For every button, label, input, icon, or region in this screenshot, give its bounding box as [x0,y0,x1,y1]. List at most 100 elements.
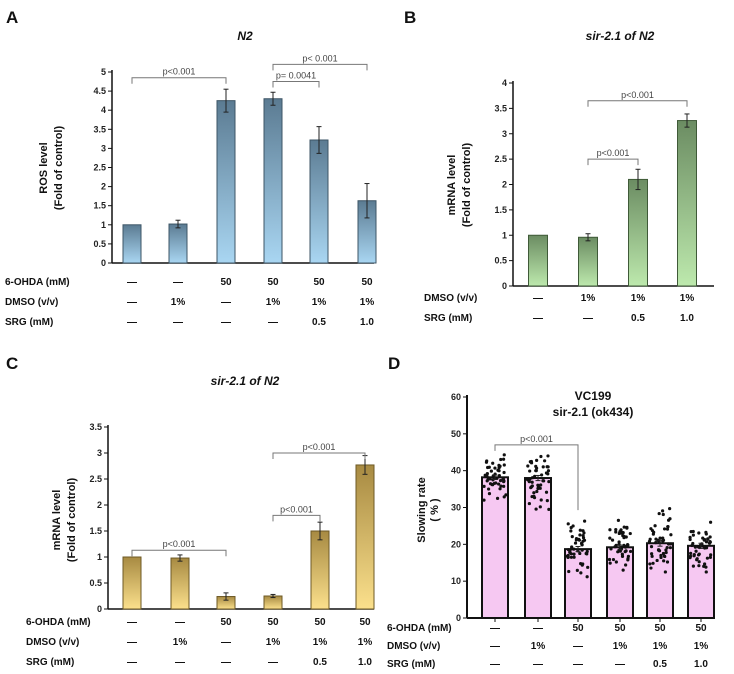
data-point [529,486,533,490]
data-point [566,548,571,552]
data-point [610,538,615,542]
p-value-label: p<0.001 [597,148,630,158]
p-value-label: p= 0.0041 [276,71,316,81]
data-point [657,511,661,516]
error-bar [575,546,581,553]
data-point [573,541,578,545]
data-point [663,570,667,574]
error-bar [535,474,541,482]
data-point [616,550,620,554]
data-point [546,465,550,469]
treatment-label: 6-OHDA (mM) [5,277,70,288]
y-tick-label: 2.5 [494,154,507,164]
treatment-label: DMSO (v/v) [5,297,58,308]
data-point [691,529,695,534]
treatment-value: — [573,641,583,652]
treatment-value: 1% [653,641,668,652]
p-value-label: p< 0.001 [302,53,337,63]
bar [564,548,592,619]
y-tick-label: 10 [451,576,461,586]
y-tick-label: 2 [502,180,507,190]
bar [216,100,236,264]
treatment-value: — [127,297,137,308]
treatment-row: SRG (mM) — — — — 0.5 1.0 [387,659,708,670]
data-point [567,569,571,574]
data-point [572,552,576,556]
data-point [696,545,701,549]
treatment-value: 1% [581,293,596,304]
error-bar [635,168,641,191]
y-tick-label: 0.5 [494,256,507,266]
p-value-label: p<0.001 [621,90,654,100]
treatment-value: — [533,623,543,634]
y-tick-label: 60 [451,392,461,402]
data-point [626,557,630,561]
data-point [494,481,498,485]
y-axis-label: ( % ) [429,498,441,522]
data-point [669,542,673,546]
data-point [495,496,500,500]
error-bar [175,219,181,229]
treatment-value: — [533,293,543,304]
y-tick-label: 50 [451,429,461,439]
data-point [664,548,668,552]
treatment-value: 1% [360,297,375,308]
data-point [608,561,612,565]
data-point [691,533,695,537]
treatment-value: 0.5 [312,317,326,328]
error-bar [223,88,229,113]
treatment-value: 0.5 [313,657,327,668]
data-point [579,571,583,575]
data-point [708,535,712,539]
treatment-value: 1.0 [694,659,708,670]
error-bar [657,539,663,547]
y-tick-label: 0 [502,281,507,291]
data-point [648,562,652,566]
y-tick-label: 0.5 [93,239,106,249]
data-point [542,479,546,483]
data-point [658,536,662,540]
treatment-value: — [127,657,137,668]
y-tick-label: 1.5 [93,201,106,211]
data-point [613,545,617,549]
data-point [578,551,582,556]
significance-bracket: p<0.001 [272,504,321,522]
data-point [708,555,713,560]
y-tick-label: 2 [97,500,102,510]
y-tick-label: 2 [101,182,106,192]
treatment-value: 1% [631,293,646,304]
y-axis-label: (Fold of control) [461,143,473,228]
p-value-label: p<0.001 [163,539,196,549]
data-point [491,461,495,465]
data-point [489,469,493,473]
data-point [624,563,628,567]
data-point [547,507,551,511]
y-tick-label: 1 [97,552,102,562]
treatment-value: 1% [173,637,188,648]
data-point [668,507,672,511]
data-point [502,463,506,467]
data-point [582,531,586,535]
error-bar [270,593,276,599]
treatment-value: 1% [313,637,328,648]
treatment-row: SRG (mM) — — — — 0.5 1.0 [5,317,374,328]
data-point [535,458,539,462]
data-point [688,535,692,540]
p-value-label: p<0.001 [303,442,336,452]
error-bar [177,554,183,562]
data-point [547,480,551,484]
treatment-row: 6-OHDA (mM) — — 50 50 50 50 [387,623,707,634]
treatment-value: — [221,297,231,308]
data-point [575,568,579,573]
data-point [628,549,633,554]
data-point [705,556,710,560]
data-point [499,457,503,462]
treatment-value: — [583,313,593,324]
y-tick-label: 0 [456,613,461,623]
data-point [570,535,574,539]
y-tick-label: 3.5 [93,124,106,134]
treatment-value: 50 [695,623,707,634]
y-tick-label: 2.5 [93,163,106,173]
data-point [614,528,618,532]
data-point [617,540,621,544]
